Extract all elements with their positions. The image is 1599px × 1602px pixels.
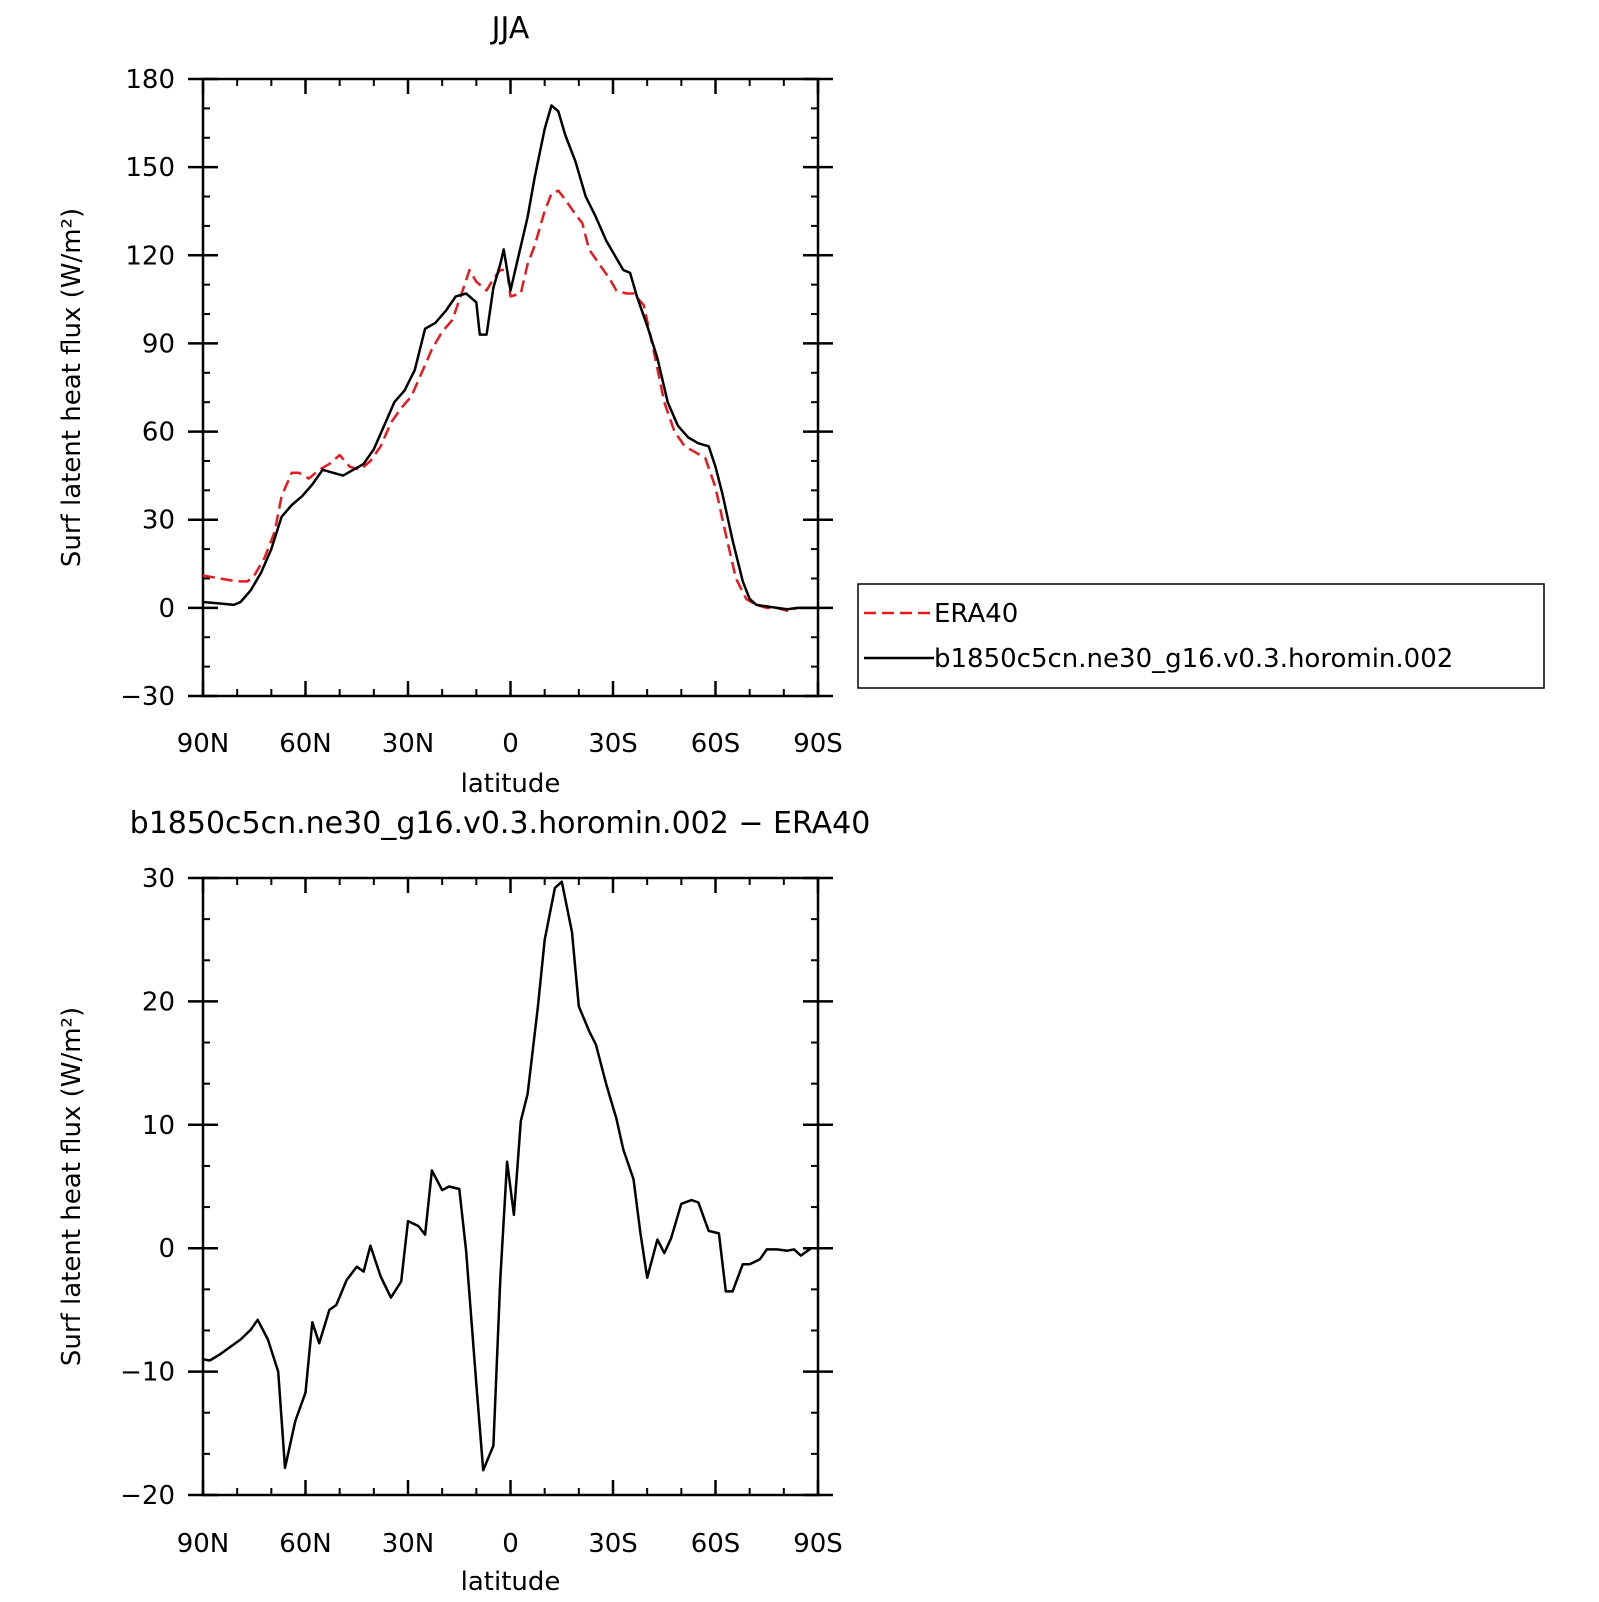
x-tick-label: 30S — [588, 1529, 638, 1559]
y-tick-label: 30 — [142, 864, 175, 894]
x-tick-label: 90S — [793, 729, 843, 759]
chart-title: JJA — [490, 11, 530, 46]
x-tick-label: 60S — [691, 729, 741, 759]
series-line-0 — [202, 189, 818, 613]
y-tick-label: −10 — [120, 1358, 175, 1388]
legend-label-1: b1850c5cn.ne30_g16.v0.3.horomin.002 — [934, 644, 1453, 674]
x-tick-label: 60N — [279, 729, 332, 759]
y-axis-label: Surf latent heat flux (W/m²) — [57, 208, 87, 567]
y-tick-label: 90 — [142, 329, 175, 359]
series-line-1 — [202, 104, 818, 611]
y-tick-label: 180 — [125, 65, 175, 95]
x-tick-label: 30N — [382, 729, 435, 759]
y-tick-label: 60 — [142, 418, 175, 448]
series-line-0 — [202, 880, 818, 1472]
legend-label-0: ERA40 — [934, 599, 1018, 629]
x-tick-label: 90N — [177, 1529, 230, 1559]
bottom-panel-difference: 90N 60N 30N 0 30S 60S 90S −20 −10 0 10 20 30 b1850c5c… — [57, 806, 870, 1597]
y-tick-label: −20 — [120, 1481, 175, 1511]
x-tick-label: 60N — [279, 1529, 332, 1559]
chart-title: b1850c5cn.ne30_g16.v0.3.horomin.002 − ER… — [130, 806, 871, 841]
y-tick-label: 0 — [158, 1234, 175, 1264]
plot-frame — [201, 77, 820, 698]
x-tick-label: 30N — [382, 1529, 435, 1559]
y-tick-label: −30 — [120, 682, 175, 712]
x-tick-label: 0 — [502, 1529, 519, 1559]
x-tick-label: 60S — [691, 1529, 741, 1559]
y-tick-label: 10 — [142, 1111, 175, 1141]
x-tick-label: 0 — [502, 729, 519, 759]
x-axis-label: latitude — [461, 769, 561, 799]
x-tick-label: 90N — [177, 729, 230, 759]
legend: ERA40 b1850c5cn.ne30_g16.v0.3.horomin.002 — [857, 583, 1545, 689]
x-axis-label: latitude — [461, 1567, 561, 1597]
x-tick-label: 90S — [793, 1529, 843, 1559]
y-tick-label: 20 — [142, 987, 175, 1017]
y-tick-label: 0 — [158, 594, 175, 624]
y-tick-label: 150 — [125, 153, 175, 183]
legend-box — [857, 583, 1545, 689]
y-tick-label: 120 — [125, 241, 175, 271]
top-panel-jja: 90N 60N 30N 0 30S 60S 90S −30 0 30 60 90 120 150 180 JJ… — [57, 11, 843, 799]
x-tick-label: 30S — [588, 729, 638, 759]
y-tick-label: 30 — [142, 506, 175, 536]
y-axis-label: Surf latent heat flux (W/m²) — [57, 1007, 87, 1366]
